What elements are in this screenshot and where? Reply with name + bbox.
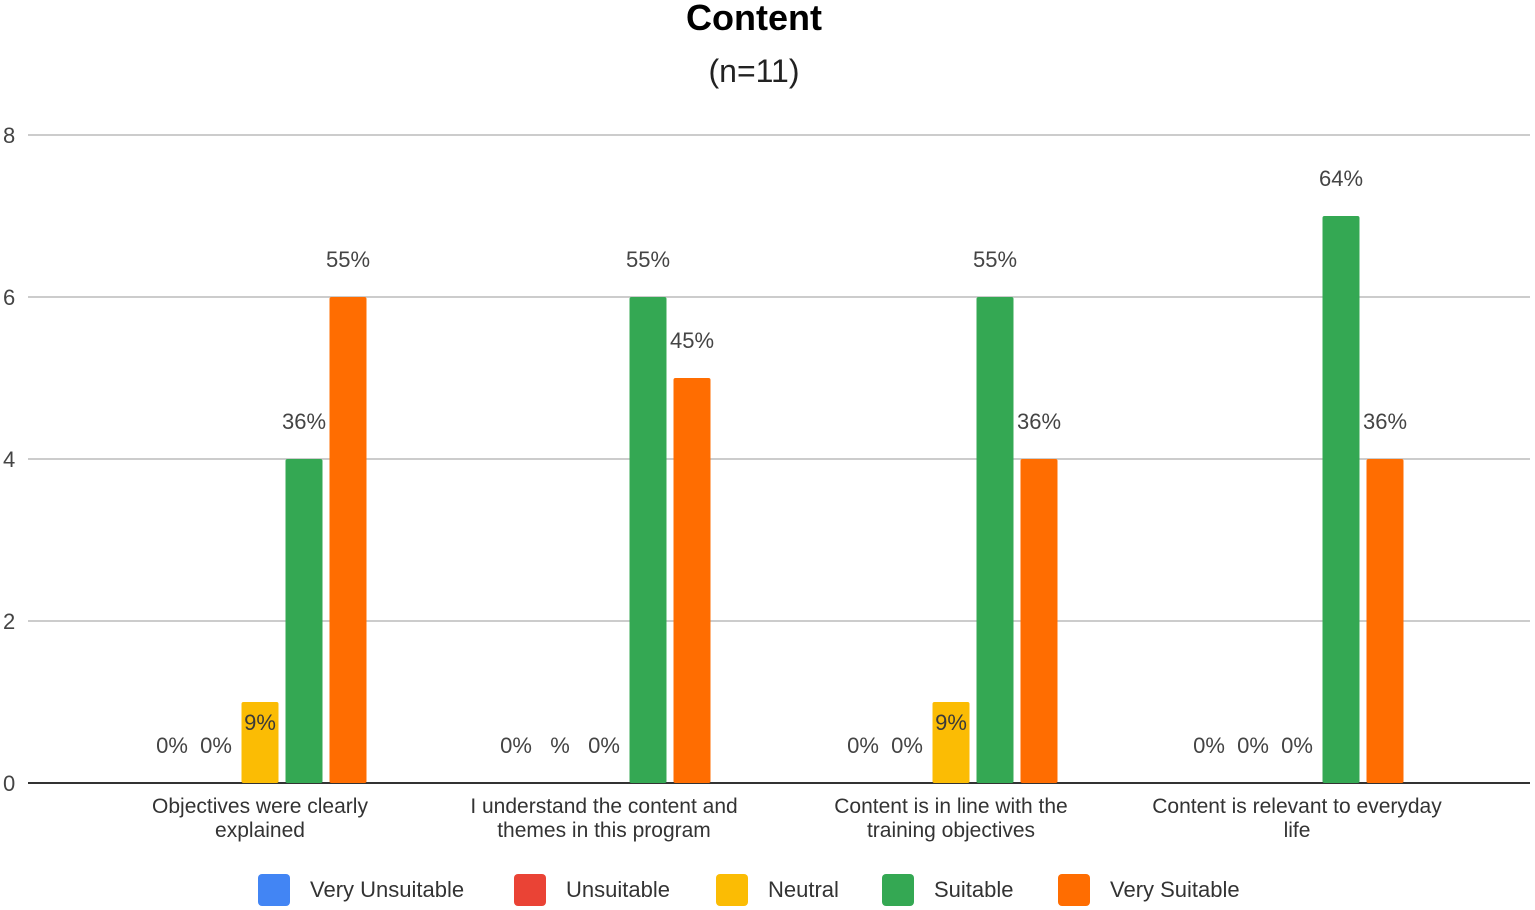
data-label: 55% xyxy=(326,247,370,272)
legend-swatch xyxy=(882,874,914,906)
legend-label: Very Suitable xyxy=(1110,877,1240,902)
category-label: themes in this program xyxy=(497,819,711,842)
data-label: % xyxy=(550,733,570,758)
legend-item: Neutral xyxy=(716,874,839,906)
legend-swatch xyxy=(514,874,546,906)
bar xyxy=(241,702,279,783)
category-label: training objectives xyxy=(867,819,1035,842)
legend-item: Suitable xyxy=(882,874,1014,906)
bar xyxy=(329,297,367,783)
y-tick-label: 2 xyxy=(3,609,15,634)
chart-subtitle: (n=11) xyxy=(708,53,799,89)
data-label: 55% xyxy=(973,247,1017,272)
data-label: 9% xyxy=(935,710,967,735)
bar xyxy=(673,378,711,783)
data-labels: 0% 0% 9% 36% 55% 0%% 0% 55% 45% 0% 0% 9% 55% 36% 0% 0% 0… xyxy=(154,164,1409,760)
data-label: 64% xyxy=(1319,166,1363,191)
y-tick-label: 0 xyxy=(3,771,15,796)
legend-item: Very Unsuitable xyxy=(258,874,464,906)
category-label: life xyxy=(1284,819,1311,842)
legend-swatch xyxy=(258,874,290,906)
legend: Very Unsuitable Unsuitable Neutral Suitable… xyxy=(258,874,1240,906)
data-label: 0% xyxy=(891,733,923,758)
bar xyxy=(1020,459,1058,783)
data-label: 0% xyxy=(156,733,188,758)
data-label: 36% xyxy=(1017,409,1061,434)
category-label: Content is relevant to everyday xyxy=(1152,795,1442,818)
bar xyxy=(976,297,1014,783)
bars xyxy=(241,216,1404,783)
data-label: 45% xyxy=(670,328,714,353)
data-label: 36% xyxy=(1363,409,1407,434)
data-label: 0% xyxy=(1281,733,1313,758)
y-tick-label: 4 xyxy=(3,447,15,472)
data-label: 0% xyxy=(847,733,879,758)
legend-item: Very Suitable xyxy=(1058,874,1240,906)
category-label: Content is in line with the xyxy=(834,795,1067,818)
bar xyxy=(1366,459,1404,783)
legend-label: Suitable xyxy=(934,877,1014,902)
legend-swatch xyxy=(716,874,748,906)
data-label: 36% xyxy=(282,409,326,434)
gridlines xyxy=(28,134,1530,784)
y-tick-label: 6 xyxy=(3,285,15,310)
chart-title: Content xyxy=(686,0,822,38)
category-label: I understand the content and xyxy=(470,795,737,818)
y-tick-label: 8 xyxy=(3,123,15,148)
data-label: 0% xyxy=(200,733,232,758)
data-label: 55% xyxy=(626,247,670,272)
data-label: 0% xyxy=(500,733,532,758)
legend-label: Neutral xyxy=(768,877,839,902)
data-label: 0% xyxy=(588,733,620,758)
legend-label: Unsuitable xyxy=(566,877,670,902)
category-label: explained xyxy=(215,819,305,842)
legend-label: Very Unsuitable xyxy=(310,877,464,902)
data-label: 0% xyxy=(1193,733,1225,758)
bar xyxy=(1322,216,1360,783)
bar xyxy=(629,297,667,783)
category-label: Objectives were clearly xyxy=(152,795,368,818)
legend-item: Unsuitable xyxy=(514,874,670,906)
legend-swatch xyxy=(1058,874,1090,906)
bar xyxy=(285,459,323,783)
y-axis-ticks: 0 2 4 6 8 xyxy=(3,123,15,796)
data-label: 0% xyxy=(1237,733,1269,758)
data-label: 9% xyxy=(244,710,276,735)
bar xyxy=(932,702,970,783)
